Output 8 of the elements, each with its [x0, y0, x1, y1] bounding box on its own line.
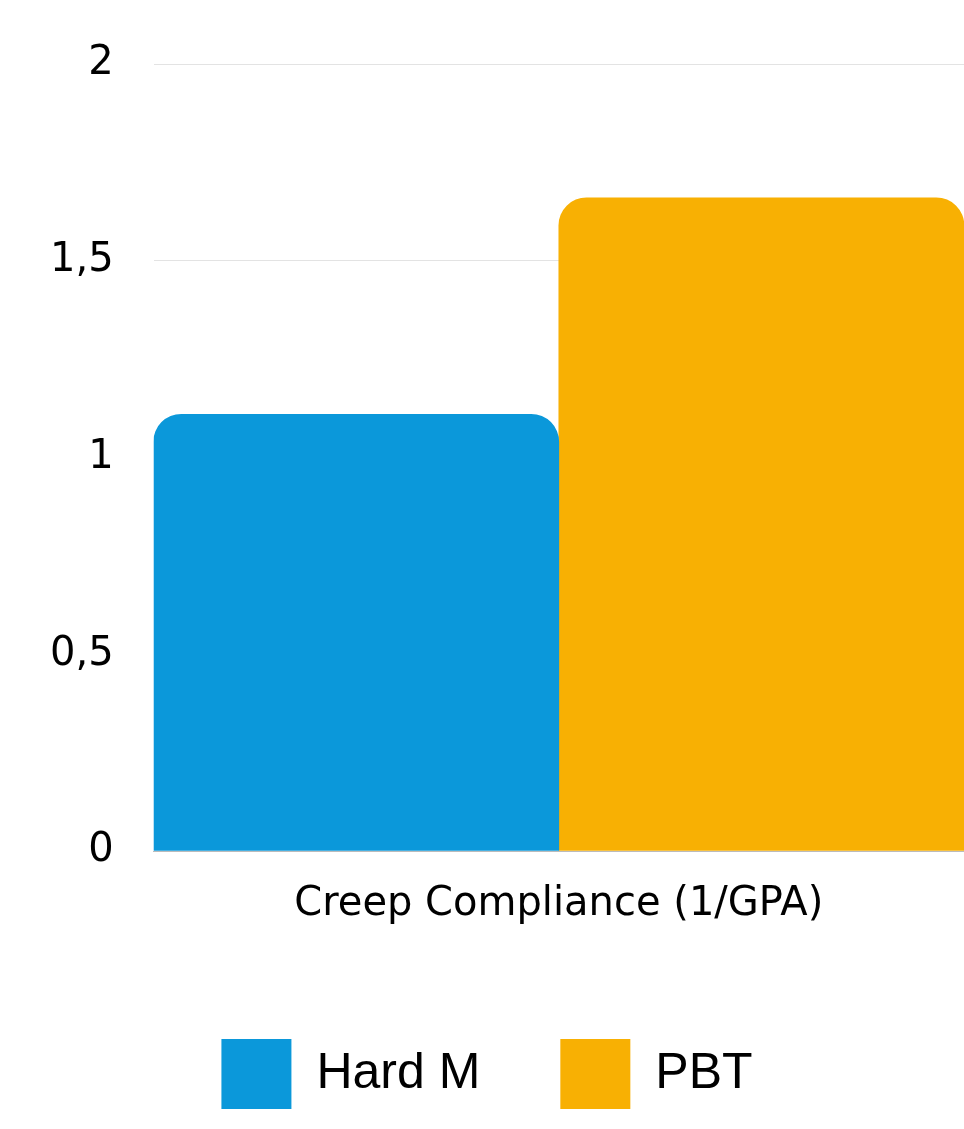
legend-label: PBT	[655, 1042, 753, 1099]
legend-label: Hard M	[316, 1042, 481, 1099]
y-tick-label: 0	[88, 824, 114, 871]
y-tick-label: 1	[88, 430, 114, 477]
x-tick-label: Creep Compliance (1/GPA)	[294, 878, 824, 925]
y-tick-label: 2	[88, 37, 114, 84]
y-tick-label: 0,5	[49, 627, 114, 674]
y-tick-label: 1,5	[49, 234, 114, 281]
